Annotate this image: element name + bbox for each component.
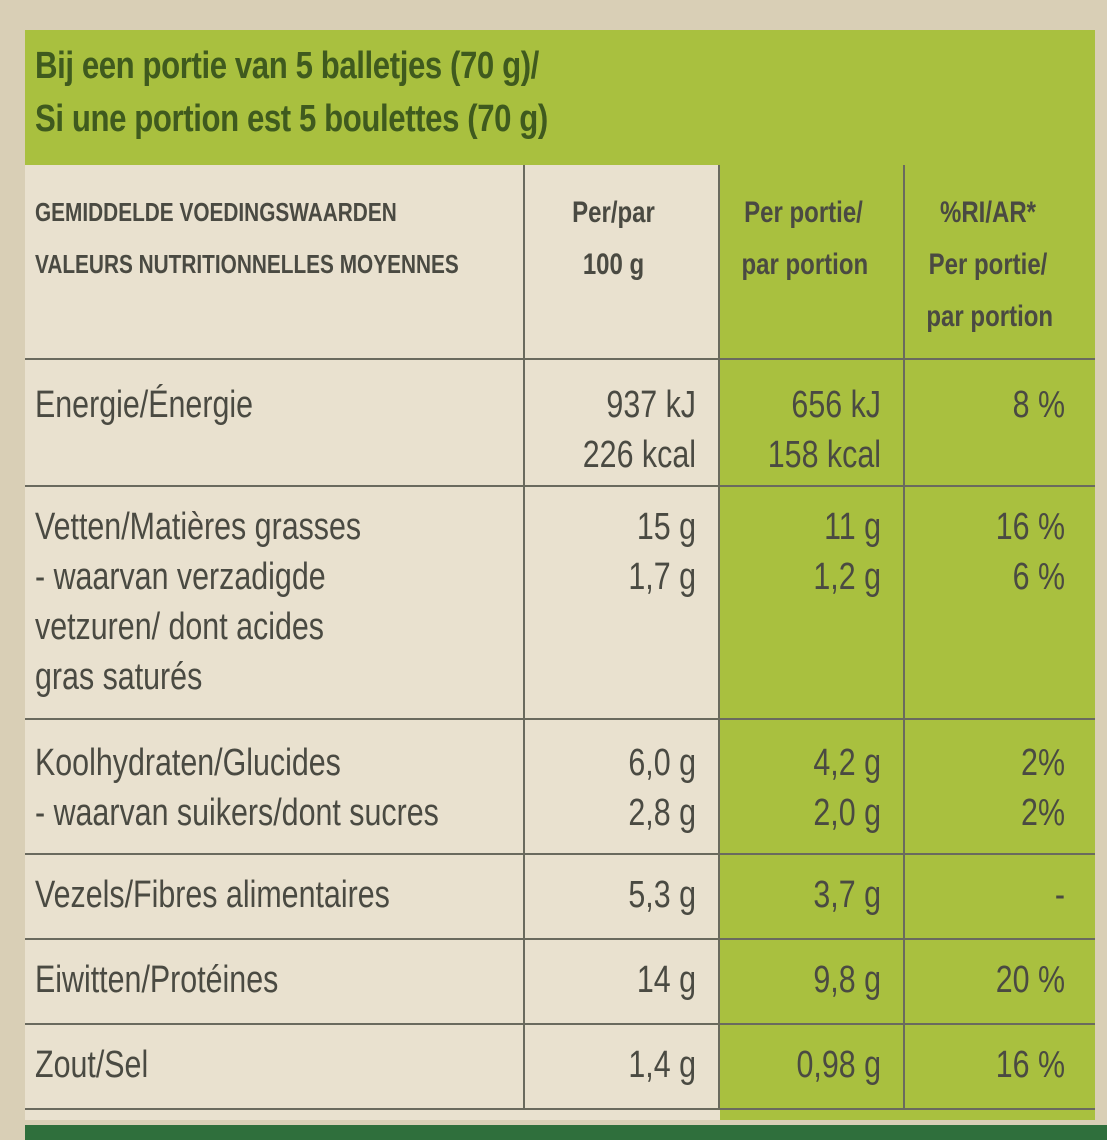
cell-text: 5,3 g xyxy=(628,874,696,916)
table-cell: Koolhydraten/Glucides - waarvan suikers/d… xyxy=(25,720,525,855)
cell-text: 15 g xyxy=(636,506,696,548)
cell-text: vetzuren/ dont acides xyxy=(35,606,324,648)
cell-text: Vetten/Matières grasses xyxy=(35,506,362,548)
cell-text: 656 kJ xyxy=(791,384,881,426)
table-cell: 15 g 1,7 g xyxy=(525,487,720,720)
cell-text: - waarvan verzadigde xyxy=(35,556,326,598)
cell-text: 100 g xyxy=(582,248,645,281)
portion-header: Bij een portie van 5 balletjes (70 g)/ S… xyxy=(25,30,1095,165)
cell-text: Zout/Sel xyxy=(35,1044,149,1086)
cell-text: 20 % xyxy=(995,959,1065,1001)
table-cell: 11 g 1,2 g xyxy=(720,487,905,720)
table-cell: Eiwitten/Protéines xyxy=(25,940,525,1025)
cell-text: par portion xyxy=(926,300,1054,333)
cell-text: 0,98 g xyxy=(796,1044,881,1086)
cell-text: gras saturés xyxy=(35,656,203,698)
table-cell: 6,0 g 2,8 g xyxy=(525,720,720,855)
cell-text: 4,2 g xyxy=(813,742,881,784)
cell-text: GEMIDDELDE VOEDINGSWAARDEN xyxy=(35,197,397,227)
cell-text: 1,4 g xyxy=(628,1044,696,1086)
table-cell: 14 g xyxy=(525,940,720,1025)
table-cell: Per/par 100 g xyxy=(525,165,720,360)
table-cell: 4,2 g 2,0 g xyxy=(720,720,905,855)
cell-text: 9,8 g xyxy=(813,959,881,1001)
cell-text: 158 kcal xyxy=(767,434,881,476)
cell-text: Per/par xyxy=(572,196,655,229)
cell-text: 1,7 g xyxy=(628,556,696,598)
cell-text: 937 kJ xyxy=(606,384,696,426)
cell-text: Energie/Énergie xyxy=(35,384,254,426)
table-background xyxy=(25,165,720,1120)
table-cell: Energie/Énergie xyxy=(25,360,525,487)
cell-text: 2% xyxy=(1021,742,1065,784)
cell-text: par portion xyxy=(741,248,869,281)
cell-text: %RI/AR* xyxy=(939,196,1036,229)
table-cell: Vetten/Matières grasses - waarvan verzadi… xyxy=(25,487,525,720)
cell-text: 8 % xyxy=(1012,384,1065,426)
cell-text: - xyxy=(1054,874,1065,916)
table-cell: %RI/AR* Per portie/par portion xyxy=(905,165,1095,360)
cell-text: 14 g xyxy=(636,959,696,1001)
header-line: Si une portion est 5 boulettes (70 g) xyxy=(35,98,548,140)
table-cell: - xyxy=(905,855,1095,940)
cell-text: 6,0 g xyxy=(628,742,696,784)
cell-text: 226 kcal xyxy=(582,434,696,476)
table-cell: 656 kJ 158 kcal xyxy=(720,360,905,487)
cell-text: 2,0 g xyxy=(813,792,881,834)
cell-text: 6 % xyxy=(1012,556,1065,598)
cell-text: - waarvan suikers/dont sucres xyxy=(35,792,439,834)
cell-text: VALEURS NUTRITIONNELLES MOYENNES xyxy=(35,249,459,279)
portion-columns-background xyxy=(720,165,1095,1120)
table-cell: 8 % xyxy=(905,360,1095,487)
table-cell: 20 % xyxy=(905,940,1095,1025)
table-cell: Zout/Sel xyxy=(25,1025,525,1110)
table-cell: 3,7 g xyxy=(720,855,905,940)
bottom-strip xyxy=(25,1125,1107,1140)
table-cell: Vezels/Fibres alimentaires xyxy=(25,855,525,940)
table-cell: 937 kJ 226 kcal xyxy=(525,360,720,487)
table-cell: 0,98 g xyxy=(720,1025,905,1110)
table-cell: 1,4 g xyxy=(525,1025,720,1110)
cell-text: 11 g xyxy=(824,506,881,548)
cell-text: Eiwitten/Protéines xyxy=(35,959,279,1001)
table-cell: 5,3 g xyxy=(525,855,720,940)
table-cell: 16 % xyxy=(905,1025,1095,1110)
header-line: Bij een portie van 5 balletjes (70 g)/ xyxy=(35,45,539,87)
cell-text: 16 % xyxy=(995,1044,1065,1086)
table-cell: 16 % 6 % xyxy=(905,487,1095,720)
cell-text: 16 % xyxy=(995,506,1065,548)
cell-text: 3,7 g xyxy=(813,874,881,916)
table-cell: 9,8 g xyxy=(720,940,905,1025)
table-cell: 2% 2% xyxy=(905,720,1095,855)
cell-text: 2% xyxy=(1021,792,1065,834)
cell-text: Koolhydraten/Glucides xyxy=(35,742,341,784)
table-cell: GEMIDDELDE VOEDINGSWAARDEN VALEURS NUTRIT… xyxy=(25,165,525,360)
cell-text: Per portie/ xyxy=(744,196,863,229)
table-cell: Per portie/par portion xyxy=(720,165,905,360)
cell-text: 1,2 g xyxy=(813,556,881,598)
cell-text: Vezels/Fibres alimentaires xyxy=(35,874,390,916)
cell-text: Per portie/ xyxy=(928,248,1048,281)
cell-text: 2,8 g xyxy=(628,792,696,834)
